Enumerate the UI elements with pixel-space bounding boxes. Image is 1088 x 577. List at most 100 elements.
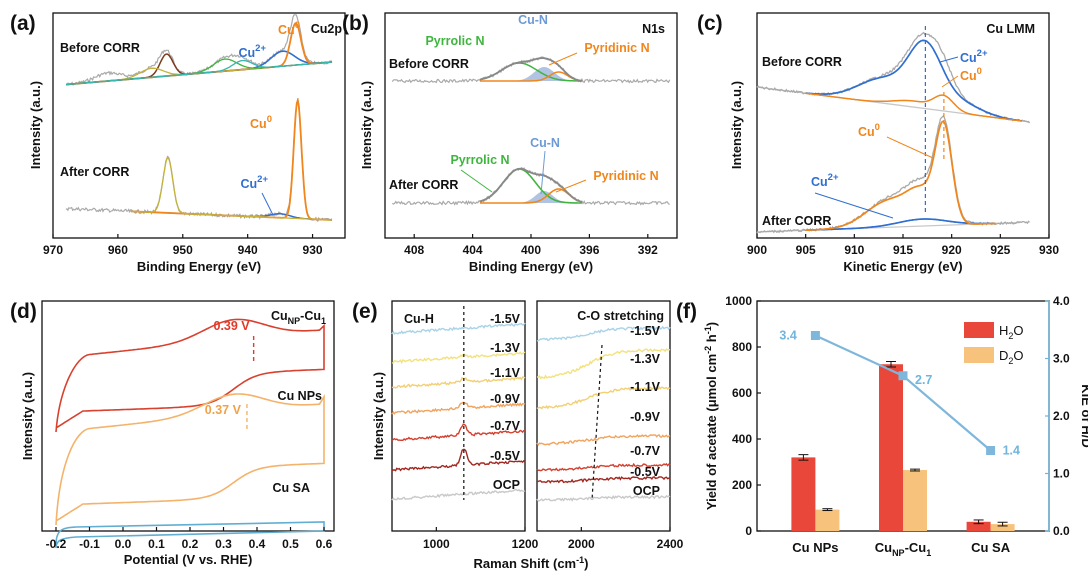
- panel-a-curves: [65, 14, 333, 223]
- panel-d: (d) -0.2 -0.1 0.0 0.1 0.2 0.3 0.4 0.5 0.6 Potent…: [10, 300, 335, 567]
- panel-c-label-before-cu0: Cu0: [960, 66, 982, 83]
- panel-b-before-cun-fill: [479, 67, 583, 81]
- panel-d-x-ticks: -0.2 -0.1 0.0 0.1 0.2 0.3 0.4 0.5 0.6: [46, 527, 333, 551]
- panel-c-xtick-label-4: 920: [942, 243, 962, 257]
- panel-f-y2tick-label-2: 2.0: [1053, 409, 1070, 423]
- panel-a-before-sat1: [66, 53, 333, 86]
- panel-c-before-cu2: [805, 39, 1022, 122]
- panel-e-left-label-0: -1.5V: [490, 312, 521, 326]
- panel-a-before-raw: [65, 14, 333, 86]
- panel-label-b: (b): [342, 12, 369, 35]
- panel-f-y2tick-label-1: 1.0: [1053, 467, 1070, 481]
- panel-f-ytick-label-4: 800: [732, 340, 752, 354]
- panel-d-frame: [41, 300, 335, 532]
- panel-f-category-0-base: Cu NPs: [792, 540, 838, 555]
- panel-b-x-ticks: 408 404 400 396 392: [404, 234, 658, 257]
- panel-a-label-after-cu2-base: Cu: [240, 177, 257, 191]
- panel-e-left-label-3: -0.9V: [490, 392, 521, 406]
- panel-b-xlabel: Binding Energy (eV): [469, 259, 593, 274]
- panel-f-kie-point-0: [810, 331, 820, 340]
- panel-b-label-before-cun: Cu-N: [518, 13, 548, 27]
- panel-c-label-after-cu2-base: Cu: [811, 175, 828, 189]
- panel-c-xtick-label-3: 915: [893, 243, 913, 257]
- panel-d-xtick-label-3: 0.1: [148, 537, 165, 551]
- panel-a-label-before-cu2: Cu2+: [238, 43, 266, 60]
- panel-e-right-label-5: -0.5V: [630, 465, 661, 479]
- panel-d-xtick-label-6: 0.4: [249, 537, 266, 551]
- panel-f-category-1-suffix: -Cu: [905, 540, 927, 555]
- panel-c-label-after-cu0-sup: 0: [875, 122, 880, 133]
- panel-label-e: (e): [352, 300, 378, 323]
- panel-c-label-after-cu0-base: Cu: [858, 125, 875, 139]
- panel-a-curve-label-after: After CORR: [60, 165, 129, 179]
- panel-e-right-label-6: OCP: [633, 484, 660, 498]
- panel-f-legend-label-0-sub: 2: [1008, 331, 1013, 341]
- panel-d-xtick-label-5: 0.3: [215, 537, 232, 551]
- panel-b-annotations: Pyrrolic N Cu-N Pyridinic N Pyrrolic N Cu-N P…: [425, 13, 659, 195]
- panel-b-xtick-label-0: 408: [404, 243, 424, 257]
- panel-e-right-curve-1: [537, 348, 671, 380]
- panel-a-before-sat4: [66, 59, 333, 86]
- panel-f-category-0: Cu NPs: [792, 540, 838, 555]
- panel-a-label-before-cu0-base: Cu: [278, 23, 295, 37]
- panel-b-label-before-pyridinic: Pyridinic N: [584, 41, 649, 55]
- panel-e-left-frame: [391, 300, 526, 532]
- panel-e-right-curve-0: [536, 325, 671, 342]
- panel-c-label-before-cu2-base: Cu: [960, 51, 977, 65]
- panel-f-legend-label-0: H2O: [999, 323, 1024, 341]
- panel-f: (f) 3.4 2.7 1.4 0 200 400 600 800 1000 0.0 1.0 2.0…: [676, 294, 1088, 558]
- panel-c-label-before-cu0-sup: 0: [977, 66, 982, 77]
- panel-f-legend-label-0-suffix: O: [1013, 323, 1023, 338]
- panel-a-xlabel: Binding Energy (eV): [137, 259, 261, 274]
- panel-e-right-label-3: -0.9V: [630, 410, 661, 424]
- panel-a-xtick-label-4: 930: [303, 243, 323, 257]
- panel-d-cv-cusa: [55, 521, 325, 549]
- panel-f-bar-1-2: [990, 524, 1015, 531]
- panel-e-left-xtick-label-1: 1200: [512, 537, 539, 551]
- panel-d-xtick-label-1: -0.1: [79, 537, 100, 551]
- panel-a-ylabel: Intensity (a.u.): [28, 81, 43, 169]
- panel-a-xtick-label-0: 970: [43, 243, 63, 257]
- panel-f-kie-label-0: 3.4: [779, 329, 796, 343]
- panel-a-frame: [52, 12, 346, 239]
- panel-d-xtick-label-8: 0.6: [316, 537, 333, 551]
- panel-f-legend-label-0-base: H: [999, 323, 1008, 338]
- panel-f-category-1-sub: NP: [892, 548, 905, 558]
- panel-a-label-before-cu0-sup: 0: [295, 20, 300, 31]
- panel-d-series-cusa: Cu SA: [273, 481, 311, 495]
- panel-d-cv-cunp-cu1: [55, 318, 325, 433]
- panel-f-legend-label-1-suffix: O: [1013, 348, 1023, 363]
- panel-c-xtick-label-5: 925: [990, 243, 1010, 257]
- panel-b-arrow-after-cun: [540, 150, 546, 195]
- panel-e-curves: -1.5V -1.5V -1.3V -1.3V -1.1V -1.1V -0.9V -0.9V…: [391, 306, 671, 502]
- panel-f-bars: 3.4 2.7 1.4: [779, 329, 1020, 531]
- panel-e-left-title: Cu-H: [404, 312, 434, 326]
- panel-a-curve-label-before: Before CORR: [60, 41, 140, 55]
- panel-e-right-curve-3: [536, 434, 671, 447]
- panel-f-ytick-label-3: 600: [732, 386, 752, 400]
- panel-f-legend-label-1: D2O: [999, 348, 1024, 366]
- panel-f-ytick-label-0: 0: [745, 524, 752, 538]
- panel-a-after-raw: [65, 98, 333, 223]
- panel-a-x-ticks: 970 960 950 940 930: [43, 234, 323, 257]
- panel-b-curve-label-before: Before CORR: [389, 57, 469, 71]
- panel-b-xtick-label-1: 404: [463, 243, 483, 257]
- panel-d-xtick-label-4: 0.2: [182, 537, 199, 551]
- panel-d-series-cunp-cu1: CuNP-Cu1: [271, 309, 326, 326]
- panel-e-ylabel: Intensity (a.u.): [371, 372, 386, 460]
- panel-b-corner-label: N1s: [642, 22, 665, 36]
- panel-f-bar-0-0: [791, 457, 816, 531]
- panel-b-before-envelope: [479, 57, 583, 82]
- panel-e-left-curve-6: [391, 488, 526, 501]
- panel-f-kie-label-2: 1.4: [1003, 444, 1020, 458]
- panel-b-arrow-after-pyridinic: [555, 179, 587, 193]
- panel-e-left-curve-5: [391, 448, 526, 472]
- panel-c-after-cu0: [805, 120, 996, 232]
- panel-f-kie-label-1: 2.7: [915, 373, 932, 387]
- panel-e-left-label-4: -0.7V: [490, 419, 521, 433]
- panel-f-kie-point-1: [898, 371, 908, 381]
- panel-b-xtick-label-3: 396: [579, 243, 599, 257]
- panel-e-right-guide: [591, 344, 603, 501]
- panel-d-series-cunp-cu1-suffix: -Cu: [300, 309, 321, 323]
